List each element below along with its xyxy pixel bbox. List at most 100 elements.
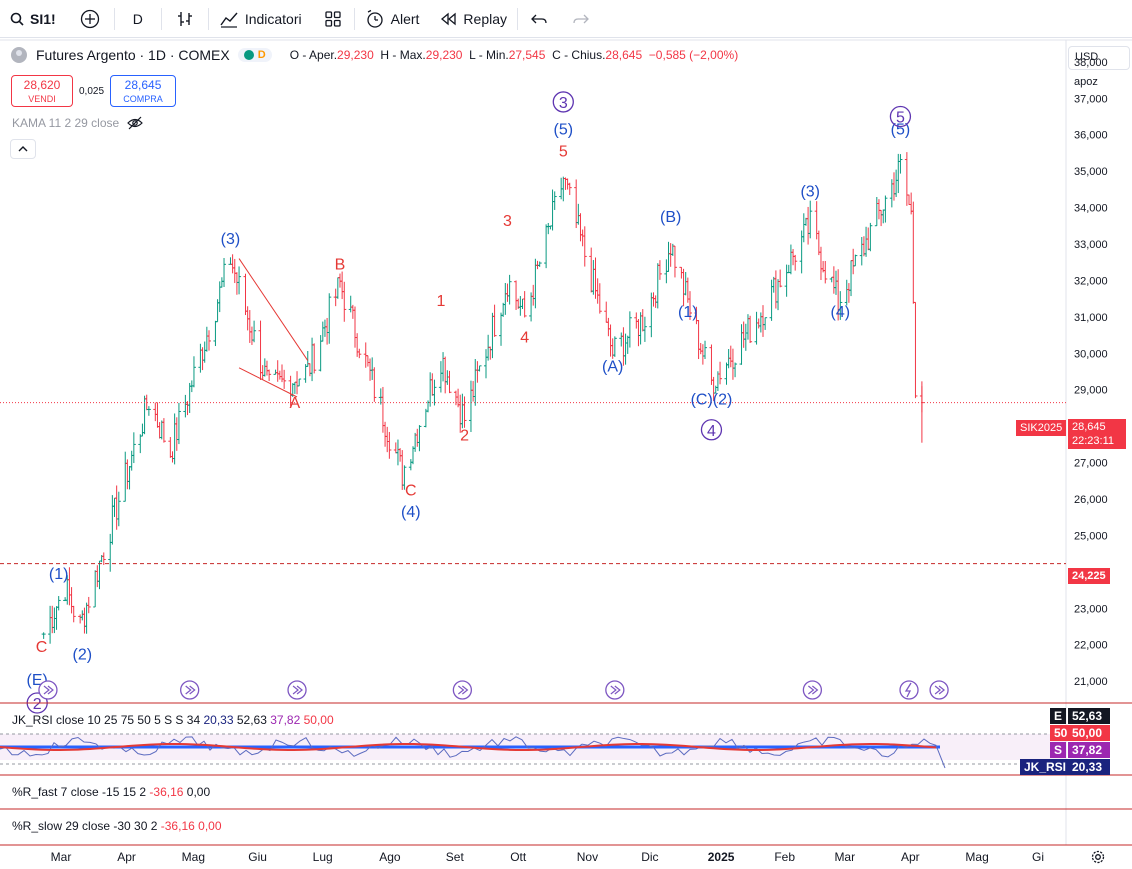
alarm-clock-icon	[365, 9, 385, 29]
chart-title: Futures Argento · 1D · COMEX	[36, 47, 230, 63]
currency-selector[interactable]: USD	[1068, 46, 1130, 70]
close-value: 28,645	[605, 48, 643, 62]
redo-icon	[572, 12, 590, 26]
event-marker-arrow	[458, 685, 469, 695]
market-status[interactable]: D	[237, 48, 272, 62]
search-icon	[10, 12, 24, 26]
low-label: L - Min.	[469, 48, 509, 62]
rfast-label: %R_fast 7 close -15 15 2	[12, 785, 147, 799]
x-tick-label: Apr	[117, 850, 136, 864]
wave-label: (4)	[401, 504, 421, 521]
indicators-icon	[219, 10, 239, 28]
rslow-value-1: -36,16	[160, 819, 195, 833]
rslow-legend[interactable]: %R_slow 29 close -30 30 2 -36,16 0,00	[12, 819, 222, 833]
ohlc-values: O - Aper.29,230 H - Max.29,230 L - Min.2…	[290, 48, 739, 62]
open-value: 29,230	[337, 48, 374, 62]
event-marker-arrow	[934, 685, 946, 695]
earnings-event-icon	[899, 680, 919, 700]
high-label: H - Max.	[380, 48, 426, 62]
separator	[353, 7, 355, 30]
compare-button[interactable]	[66, 0, 114, 38]
rslow-value-2: 0,00	[198, 819, 222, 833]
undo-button[interactable]	[518, 0, 560, 38]
y-tick-label: 26,000	[1074, 494, 1108, 506]
wave-circle-label: 5	[896, 110, 905, 127]
x-tick-label: Gi	[1032, 850, 1044, 864]
wave-label: (2)	[73, 646, 93, 663]
rslow-label: %R_slow 29 close -30 30 2	[12, 819, 158, 833]
event-marker-icon	[287, 680, 307, 700]
indicators-button[interactable]: Indicatori	[209, 0, 312, 38]
wave-label: 2	[460, 428, 469, 445]
rewind-icon	[439, 12, 457, 26]
wave-label: (C)(2)	[691, 391, 733, 408]
currency-label: USD	[1075, 51, 1099, 63]
low-value: 27,545	[508, 48, 546, 62]
rsi-tag-key: 50	[1050, 725, 1072, 741]
buy-button[interactable]: 28,645 COMPRA	[110, 75, 177, 107]
market-open-dot	[243, 50, 254, 60]
x-tick-label: Feb	[774, 850, 795, 864]
y-tick-label: 37,000	[1074, 93, 1108, 105]
wedge-line-upper	[238, 258, 309, 361]
event-marker-arrow	[808, 685, 819, 695]
sell-price: 28,620	[23, 78, 61, 92]
kama-indicator-legend[interactable]: KAMA 11 2 29 close	[12, 116, 144, 130]
y-tick-label: 27,000	[1074, 458, 1108, 470]
replay-button[interactable]: Replay	[429, 0, 517, 38]
scale-mode-label[interactable]: apoz	[1074, 76, 1098, 88]
settings-button[interactable]	[1090, 849, 1106, 869]
redo-button[interactable]	[560, 0, 602, 38]
rsi-tag-value: 50,00	[1068, 725, 1110, 741]
y-tick-label: 22,000	[1074, 640, 1108, 652]
spread-value: 0,025	[79, 85, 105, 97]
eye-hidden-icon[interactable]	[127, 116, 144, 130]
y-tick-label: 21,000	[1074, 676, 1108, 688]
y-tick-label: 33,000	[1074, 239, 1108, 251]
event-marker-icon	[605, 680, 625, 700]
wave-label: (A)	[602, 359, 623, 376]
x-tick-label: 2025	[708, 850, 735, 864]
alert-button[interactable]: Alert	[355, 0, 430, 38]
wave-label: (5)	[554, 122, 574, 139]
x-tick-label: Apr	[901, 850, 920, 864]
rfast-legend[interactable]: %R_fast 7 close -15 15 2 -36,16 0,00	[12, 785, 210, 799]
separator	[517, 7, 519, 30]
chart-legend: Futures Argento · 1D · COMEX D O - Aper.…	[10, 46, 738, 64]
y-tick-label: 34,000	[1074, 203, 1108, 215]
level-price-badge: 24,225	[1068, 568, 1110, 584]
x-tick-label: Mag	[182, 850, 205, 864]
rsi-tag-value: 52,63	[1068, 708, 1110, 724]
rsi-line	[0, 736, 946, 769]
wave-circle	[700, 419, 723, 441]
x-tick-label: Lug	[313, 850, 333, 864]
y-tick-label: 29,000	[1074, 385, 1108, 397]
x-tick-label: Mag	[965, 850, 988, 864]
indicators-label: Indicatori	[244, 10, 302, 27]
collapse-legend-button[interactable]	[10, 139, 36, 159]
close-label: C - Chius.	[552, 48, 606, 62]
sell-button[interactable]: 28,620 VENDI	[11, 75, 73, 107]
rsi-legend[interactable]: JK_RSI close 10 25 75 50 5 S S 34 20,33 …	[12, 713, 334, 727]
x-tick-label: Giu	[248, 850, 267, 864]
countdown-timer: 22:23:11	[1072, 435, 1115, 447]
change-value: −0,585 (−2,00%)	[648, 48, 739, 62]
alert-label: Alert	[390, 10, 420, 27]
event-marker-icon	[180, 680, 200, 700]
symbol-logo-icon	[10, 46, 28, 64]
wave-label: B	[335, 257, 346, 274]
symbol-search[interactable]: SI1!	[0, 0, 66, 38]
layouts-button[interactable]	[312, 0, 354, 38]
event-marker-arrow	[185, 685, 196, 695]
bar-style-button[interactable]	[162, 0, 208, 38]
wave-label: (1)	[678, 304, 698, 321]
kama-label: KAMA 11 2 29 close	[12, 116, 120, 130]
ohlc-bars	[41, 152, 924, 644]
wave-label: 5	[559, 144, 568, 161]
interval-button[interactable]: D	[115, 0, 161, 38]
y-tick-label: 23,000	[1074, 603, 1108, 615]
undo-icon	[530, 12, 548, 26]
event-marker-arrow	[610, 685, 621, 695]
y-tick-label: 30,000	[1074, 348, 1108, 360]
